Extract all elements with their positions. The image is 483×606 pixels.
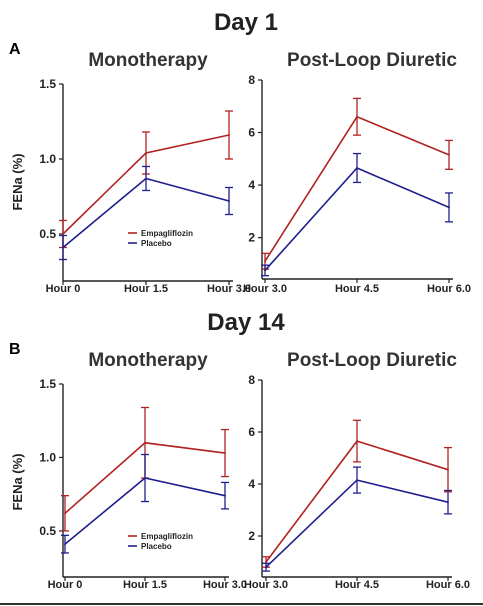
day-title-panel-a: Day 1 <box>214 9 278 36</box>
y-tick-label: 1.0 <box>39 450 56 464</box>
data-point-placebo <box>144 477 146 479</box>
y-axis-title-b: FENa (%) <box>10 453 25 510</box>
data-point-empagliflozin <box>448 153 450 156</box>
x-tick-label: Hour 3.0 <box>207 283 251 295</box>
data-point-placebo <box>224 494 226 497</box>
data-point-placebo <box>448 206 450 209</box>
chart-a-post-loop: 2 4 6 8 Hour 3.0 Hour 4.5 Hour 6.0 <box>243 73 471 295</box>
x-tick-label: Hour 1.5 <box>124 283 168 295</box>
x-tick-label: Hour 6.0 <box>427 283 471 295</box>
data-point-placebo <box>356 167 358 169</box>
data-point-empagliflozin <box>265 561 267 563</box>
legend-label-placebo: Placebo <box>141 542 172 551</box>
data-point-placebo <box>64 543 66 546</box>
x-tick-label: Hour 4.5 <box>335 283 379 295</box>
data-point-empagliflozin <box>447 468 449 471</box>
data-point-empagliflozin <box>228 134 230 136</box>
subplot-title-b-mono: Monotherapy <box>88 350 208 371</box>
data-point-placebo <box>264 269 266 272</box>
chart-b-post-loop: 2 4 6 8 Hour 3.0 Hour 4.5 Hour 6.0 <box>244 373 470 591</box>
y-tick-label: 8 <box>248 373 255 387</box>
x-tick-label: Hour 1.5 <box>123 579 167 591</box>
panel-letter-b: B <box>9 341 21 358</box>
subplot-title-b-loop: Post-Loop Diuretic <box>287 350 457 371</box>
bottom-border <box>0 603 483 605</box>
data-point-placebo <box>228 200 230 202</box>
y-tick-label: 8 <box>248 73 255 87</box>
x-tick-label: Hour 3.0 <box>203 579 247 591</box>
x-tick-label: Hour 0 <box>48 579 83 591</box>
y-tick-label: 1.0 <box>39 152 56 166</box>
day-title-panel-b: Day 14 <box>207 309 285 336</box>
y-tick-label: 4 <box>248 178 255 192</box>
panel-letter-a: A <box>9 41 21 58</box>
data-point-empagliflozin <box>264 260 266 263</box>
x-tick-label: Hour 6.0 <box>426 579 470 591</box>
y-tick-label: 6 <box>248 126 255 140</box>
y-tick-label: 4 <box>248 477 255 491</box>
data-point-placebo <box>356 479 358 481</box>
x-tick-label: Hour 3.0 <box>243 283 287 295</box>
data-point-placebo <box>62 246 64 249</box>
y-tick-label: 0.5 <box>39 227 56 241</box>
data-point-empagliflozin <box>64 512 66 515</box>
chart-a-monotherapy: 0.5 1.0 1.5 Hour 0 Hour 1.5 Hour 3.0 Empaglifl… <box>39 77 251 295</box>
x-tick-label: Hour 0 <box>46 283 81 295</box>
data-point-empagliflozin <box>224 452 226 454</box>
chart-b-monotherapy: 0.5 1.0 1.5 Hour 0 Hour 1.5 Hour 3.0 Empaglifl… <box>39 377 247 591</box>
y-tick-label: 2 <box>248 231 255 245</box>
legend-label-placebo: Placebo <box>141 239 172 248</box>
data-point-empagliflozin <box>62 233 64 235</box>
y-tick-label: 2 <box>248 529 255 543</box>
y-tick-label: 0.5 <box>39 524 56 538</box>
data-point-placebo <box>265 566 267 569</box>
y-tick-label: 6 <box>248 425 255 439</box>
y-tick-label: 1.5 <box>39 77 56 91</box>
x-tick-label: Hour 3.0 <box>244 579 288 591</box>
x-tick-label: Hour 4.5 <box>335 579 379 591</box>
data-point-placebo <box>447 501 449 504</box>
data-point-empagliflozin <box>356 440 358 442</box>
subplot-title-a-loop: Post-Loop Diuretic <box>287 50 457 71</box>
y-tick-label: 1.5 <box>39 377 56 391</box>
data-point-placebo <box>145 177 147 180</box>
legend-label-empagliflozin: Empagliflozin <box>141 229 193 238</box>
data-point-empagliflozin <box>356 115 358 118</box>
legend-label-empagliflozin: Empagliflozin <box>141 532 193 541</box>
data-point-empagliflozin <box>144 441 146 444</box>
y-axis-title-a: FENa (%) <box>10 153 25 210</box>
data-point-empagliflozin <box>145 152 147 154</box>
subplot-title-a-mono: Monotherapy <box>88 50 208 71</box>
